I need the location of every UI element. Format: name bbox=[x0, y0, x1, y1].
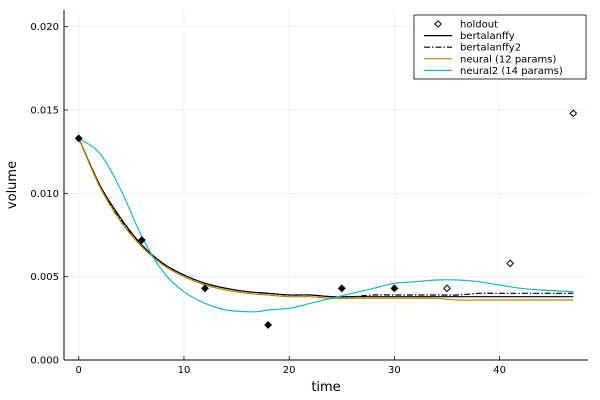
legend-label-bertalanffy: bertalanffy bbox=[460, 31, 515, 42]
y-tick-label: 0.015 bbox=[30, 106, 59, 117]
series-line-bertalanffy2 bbox=[78, 138, 574, 298]
x-tick-label: 40 bbox=[493, 365, 506, 376]
training-point bbox=[201, 284, 209, 293]
ticks: 0 10 20 30 40 0.000 0.005 0.010 0.015 0.020 bbox=[30, 22, 506, 376]
holdout-point bbox=[443, 284, 451, 293]
training-point bbox=[137, 236, 146, 244]
training-point bbox=[337, 284, 346, 293]
axes bbox=[63, 10, 588, 361]
holdout-point bbox=[506, 259, 515, 268]
x-tick-label: 20 bbox=[283, 365, 296, 376]
training-point bbox=[74, 134, 83, 143]
series-line-neural2-14-params bbox=[78, 137, 574, 313]
y-tick-label: 0.000 bbox=[30, 356, 59, 367]
legend-box bbox=[413, 14, 587, 80]
y-tick-label: 0.005 bbox=[30, 272, 59, 283]
training-point bbox=[390, 284, 399, 293]
x-tick-label: 10 bbox=[178, 365, 191, 376]
legend-label-holdout: holdout bbox=[460, 20, 498, 31]
legend-label-neural2-14-params: neural2 (14 params) bbox=[460, 66, 563, 77]
training-point bbox=[264, 321, 273, 329]
y-tick-label: 0.020 bbox=[30, 22, 59, 33]
y-tick-label: 0.010 bbox=[30, 189, 59, 200]
series-line-neural-12-params bbox=[78, 138, 574, 301]
x-tick-label: 30 bbox=[388, 365, 401, 376]
x-tick-label: 0 bbox=[76, 365, 82, 376]
data-points bbox=[74, 109, 578, 329]
series-lines bbox=[78, 137, 574, 313]
legend-label-bertalanffy2: bertalanffy2 bbox=[460, 43, 521, 54]
y-axis-label: volume bbox=[5, 161, 20, 209]
legend-label-neural-12-params: neural (12 params) bbox=[460, 54, 556, 65]
holdout-point bbox=[569, 109, 578, 118]
legend-holdout-marker bbox=[434, 20, 442, 28]
x-axis-label: time bbox=[311, 380, 340, 395]
